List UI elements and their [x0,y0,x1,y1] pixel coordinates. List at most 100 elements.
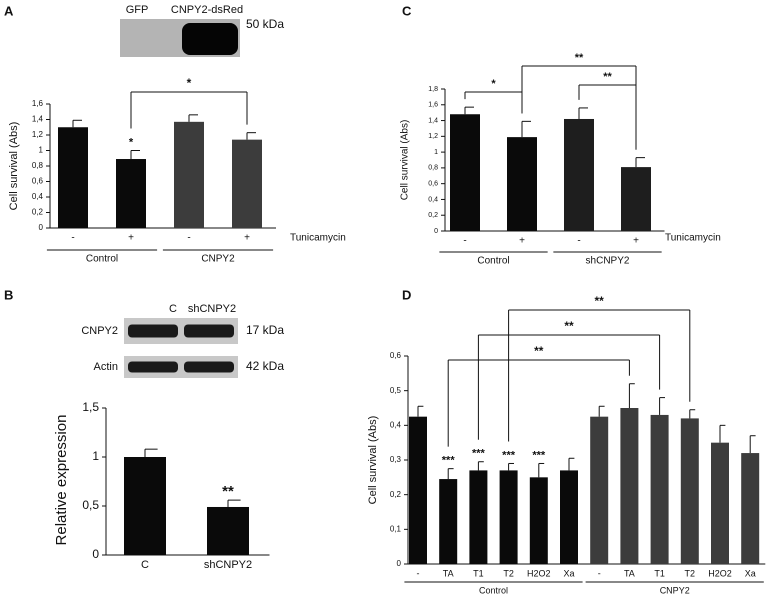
group-label: CNPY2 [201,254,235,265]
bracket-label: ** [534,344,544,358]
x-tick-label: - [417,568,420,578]
y-tick-label: 0,6 [390,351,402,360]
group-label: Control [86,254,118,265]
x-tick-label: Xa [563,568,574,578]
y-tick-label: 1,6 [32,99,44,108]
group-label: Control [479,585,508,595]
y-tick-label: 0,4 [390,420,402,429]
x-tick-label: + [519,236,525,247]
bar [116,159,146,228]
y-tick-label: 1,5 [82,400,99,414]
significance-marker: * [129,136,134,148]
group-label: CNPY2 [660,585,690,595]
y-tick-label: 0 [434,228,438,235]
x-tick-label: + [128,233,134,244]
x-tick-label: + [244,233,250,244]
y-tick-label: 0,4 [428,196,438,203]
y-tick-label: 0,8 [428,165,438,172]
panel-letter: A [4,3,14,18]
bracket-label: ** [603,71,612,83]
y-tick-label: 1,6 [428,102,438,109]
significance-marker: *** [442,455,456,467]
blot-band [128,324,178,338]
blot-size: 50 kDa [246,17,284,31]
x-tick-label: - [577,236,580,247]
bar [560,470,578,564]
bar [711,442,729,564]
blot-lane-label: CNPY2-dsRed [171,4,243,16]
bar [232,139,262,228]
x-tick-label: TA [443,568,454,578]
bracket-label: ** [564,319,574,333]
y-tick-label: 0,3 [390,455,402,464]
y-axis-label: Relative expression [53,415,70,546]
x-tick-label: + [633,236,639,247]
bar [650,414,669,564]
significance-marker: *** [472,448,486,460]
bar [620,408,639,564]
y-tick-label: 0,2 [428,212,438,219]
blot-lane-label: GFP [126,4,149,16]
x-tick-label: T1 [654,568,665,578]
blot-band [184,324,234,338]
bar [174,121,204,228]
bar [529,477,548,564]
x-tick-label: - [71,233,74,244]
y-tick-label: 0,2 [390,490,402,499]
group-label: shCNPY2 [586,256,630,267]
y-tick-label: 0 [92,547,99,561]
x-annotation: Tunicamycin [290,233,346,244]
bracket-label: * [187,76,192,90]
bar [590,416,609,564]
blot-band [184,361,234,373]
y-tick-label: 0,2 [32,208,44,217]
x-tick-label: - [598,568,601,578]
bar [680,418,699,564]
bar [124,457,166,555]
bar [621,167,651,231]
bar [207,506,249,555]
y-tick-label: 0,8 [32,161,44,170]
panel-letter: C [402,3,412,18]
bar [564,118,594,231]
group-label: Control [477,256,509,267]
blot-size: 17 kDa [246,323,284,337]
y-axis-label: Cell survival (Abs) [367,416,379,505]
x-tick-label: shCNPY2 [204,559,252,571]
y-tick-label: 1 [92,449,99,463]
x-tick-label: - [463,236,466,247]
y-tick-label: 0 [39,223,44,232]
bar [450,114,480,231]
y-tick-label: 0,6 [32,177,44,186]
y-tick-label: 1,8 [428,86,438,93]
x-tick-label: C [141,559,149,571]
x-tick-label: T2 [685,568,696,578]
bar [507,137,537,231]
x-tick-label: H2O2 [708,568,732,578]
blot-row-label: CNPY2 [81,325,118,337]
y-tick-label: 1,2 [32,130,44,139]
y-axis-label: Cell survival (Abs) [400,120,411,201]
blot-band [182,23,238,55]
x-tick-label: T1 [473,568,484,578]
y-tick-label: 0,4 [32,192,44,201]
x-annotation: Tunicamycin [665,233,721,244]
x-tick-label: T2 [503,568,514,578]
bar [58,127,88,228]
blot-lane-label: shCNPY2 [188,303,236,315]
bar [409,416,427,564]
y-tick-label: 0,5 [82,498,99,512]
y-tick-label: 1,2 [428,133,438,140]
y-tick-label: 0,1 [390,524,402,533]
y-tick-label: 1,4 [32,115,44,124]
significance-marker: *** [532,449,546,461]
blot-size: 42 kDa [246,359,284,373]
significance-marker: *** [502,449,516,461]
x-tick-label: Xa [745,568,756,578]
y-tick-label: 1 [39,146,44,155]
panel-letter: D [402,287,411,302]
y-tick-label: 1 [434,149,438,156]
x-tick-label: H2O2 [527,568,551,578]
y-tick-label: 0 [397,559,402,568]
